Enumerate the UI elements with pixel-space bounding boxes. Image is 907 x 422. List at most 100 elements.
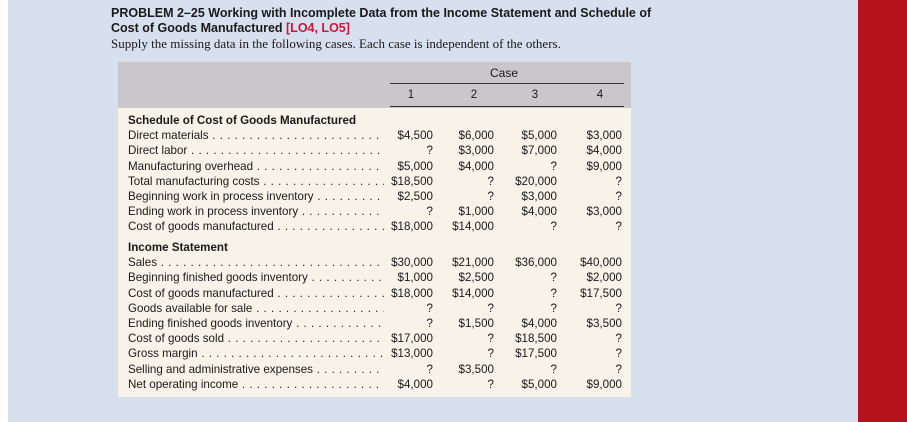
row-label-text: Net operating income	[128, 377, 239, 391]
problem-title: PROBLEM 2–25 Working with Incomplete Dat…	[111, 6, 671, 36]
section-heading-label: Schedule of Cost of Goods Manufactured	[128, 114, 357, 127]
row-label-text: Direct labor	[128, 144, 188, 158]
cell-case-3: $5,000	[521, 129, 557, 143]
row-label: Cost of goods manufactured . . . . . . .…	[128, 220, 384, 235]
cell-case-2: $1,000	[458, 205, 494, 219]
row-label-text: Manufacturing overhead	[128, 159, 254, 173]
table-row: Cost of goods sold . . . . . . . . . . .…	[118, 332, 631, 347]
cell-case-4: $2,000	[586, 271, 622, 285]
right-red-bar	[858, 0, 907, 422]
cell-case-4: ?	[615, 301, 622, 315]
dot-leader: . . . . . . . . . . . . . . . . . . . . …	[263, 174, 384, 188]
cell-case-1: $5,000	[397, 159, 433, 173]
column-header-2: 2	[470, 89, 478, 101]
cell-case-1: ?	[426, 362, 433, 376]
row-label-text: Beginning finished goods inventory	[128, 271, 308, 285]
row-label: Cost of goods sold . . . . . . . . . . .…	[128, 332, 384, 347]
cell-case-2: ?	[487, 347, 494, 361]
section-heading: Schedule of Cost of Goods Manufactured	[118, 114, 631, 129]
case-header-label: Case	[489, 66, 519, 80]
table-header: Case 1 2 3 4	[118, 62, 631, 108]
row-label-text: Selling and administrative expenses	[128, 362, 313, 376]
learning-objective-codes: [LO4, LO5]	[286, 21, 350, 35]
table-row: Goods available for sale . . . . . . . .…	[118, 302, 631, 317]
cell-case-4: ?	[615, 174, 622, 188]
cell-case-3: $18,500	[515, 332, 557, 346]
cell-case-2: ?	[487, 377, 494, 391]
cell-case-3: $36,000	[515, 256, 557, 270]
cell-case-1: $18,000	[391, 286, 433, 300]
cell-case-4: ?	[615, 347, 622, 361]
section-heading: Income Statement	[118, 241, 631, 256]
left-margin-strip	[0, 0, 8, 422]
table-row: Net operating income . . . . . . . . . .…	[118, 378, 631, 393]
row-label-text: Gross margin	[128, 347, 198, 361]
row-label-text: Ending finished goods inventory	[128, 317, 293, 330]
dot-leader: . . . . . . . . . . . . . . . . . . . . …	[317, 190, 384, 203]
row-label: Cost of goods manufactured . . . . . . .…	[128, 287, 384, 302]
cell-case-1: $18,500	[391, 174, 433, 188]
dot-leader: . . . . . . . . . . . . . . . . . . . . …	[296, 317, 384, 330]
problem-instructions: Supply the missing data in the following…	[111, 36, 561, 51]
column-header-3: 3	[531, 89, 539, 101]
dot-leader: . . . . . . . . . . . . . . . . . . . . …	[311, 271, 384, 285]
table-row: Direct materials . . . . . . . . . . . .…	[118, 129, 631, 144]
cell-case-2: $3,000	[458, 144, 494, 158]
cell-case-2: $14,000	[452, 220, 494, 234]
cell-case-1: $13,000	[391, 347, 433, 361]
dot-leader: . . . . . . . . . . . . . . . . . . . . …	[160, 256, 384, 270]
cell-case-3: $7,000	[521, 144, 557, 158]
cell-case-1: $18,000	[391, 220, 433, 234]
table-row: Ending finished goods inventory . . . . …	[118, 317, 631, 332]
dot-leader: . . . . . . . . . . . . . . . . . . . . …	[212, 129, 384, 143]
cell-case-3: ?	[550, 362, 557, 376]
column-header-4: 4	[596, 89, 604, 101]
cell-case-2: $1,500	[458, 317, 494, 330]
table-row: Beginning work in process inventory . . …	[118, 190, 631, 205]
row-label: Manufacturing overhead . . . . . . . . .…	[128, 160, 384, 175]
table-row: Beginning finished goods inventory . . .…	[118, 271, 631, 286]
row-label: Net operating income . . . . . . . . . .…	[128, 378, 384, 393]
dot-leader: . . . . . . . . . . . . . . . . . . . . …	[227, 332, 384, 346]
row-label: Direct materials . . . . . . . . . . . .…	[128, 129, 384, 144]
cell-case-4: $3,500	[586, 317, 622, 330]
row-label: Gross margin . . . . . . . . . . . . . .…	[128, 347, 384, 362]
row-label: Ending work in process inventory . . . .…	[128, 205, 384, 220]
row-label-text: Total manufacturing costs	[128, 174, 260, 188]
column-header-rule	[390, 106, 624, 107]
cell-case-4: $4,000	[586, 144, 622, 158]
row-label: Beginning finished goods inventory . . .…	[128, 271, 384, 286]
case-header-rule	[390, 83, 624, 84]
cell-case-1: $17,000	[391, 332, 433, 346]
cell-case-3: $4,000	[521, 317, 557, 330]
cell-case-3: $17,500	[515, 347, 557, 361]
table-row: Selling and administrative expenses . . …	[118, 363, 631, 378]
cell-case-3: ?	[550, 271, 557, 285]
cell-case-1: ?	[426, 317, 433, 330]
cell-case-1: ?	[426, 301, 433, 315]
cell-case-3: ?	[550, 220, 557, 234]
column-header-1: 1	[407, 89, 415, 101]
cell-case-4: ?	[615, 190, 622, 203]
dot-leader: . . . . . . . . . . . . . . . . . . . . …	[201, 347, 384, 361]
problem-title-main: PROBLEM 2–25 Working with Incomplete Dat…	[111, 6, 652, 35]
cell-case-1: $4,000	[397, 377, 433, 391]
row-label-text: Cost of goods manufactured	[128, 286, 274, 300]
row-label: Sales . . . . . . . . . . . . . . . . . …	[128, 256, 384, 271]
cell-case-2: $21,000	[452, 256, 494, 270]
dot-leader: . . . . . . . . . . . . . . . . . . . . …	[256, 301, 384, 315]
row-label-text: Direct materials	[128, 129, 209, 143]
cell-case-2: $3,500	[458, 362, 494, 376]
cell-case-4: $40,000	[580, 256, 622, 270]
table-row: Total manufacturing costs . . . . . . . …	[118, 175, 631, 190]
row-label: Total manufacturing costs . . . . . . . …	[128, 175, 384, 190]
cell-case-4: $9,000	[586, 377, 622, 391]
row-label-text: Sales	[128, 256, 158, 270]
dot-leader: . . . . . . . . . . . . . . . . . . . . …	[301, 205, 384, 219]
cell-case-3: $5,000	[521, 377, 557, 391]
cell-case-2: ?	[487, 190, 494, 203]
row-label: Goods available for sale . . . . . . . .…	[128, 302, 384, 317]
dot-leader: . . . . . . . . . . . . . . . . . . . . …	[316, 362, 384, 376]
cell-case-1: $4,500	[397, 129, 433, 143]
row-label: Ending finished goods inventory . . . . …	[128, 317, 384, 332]
